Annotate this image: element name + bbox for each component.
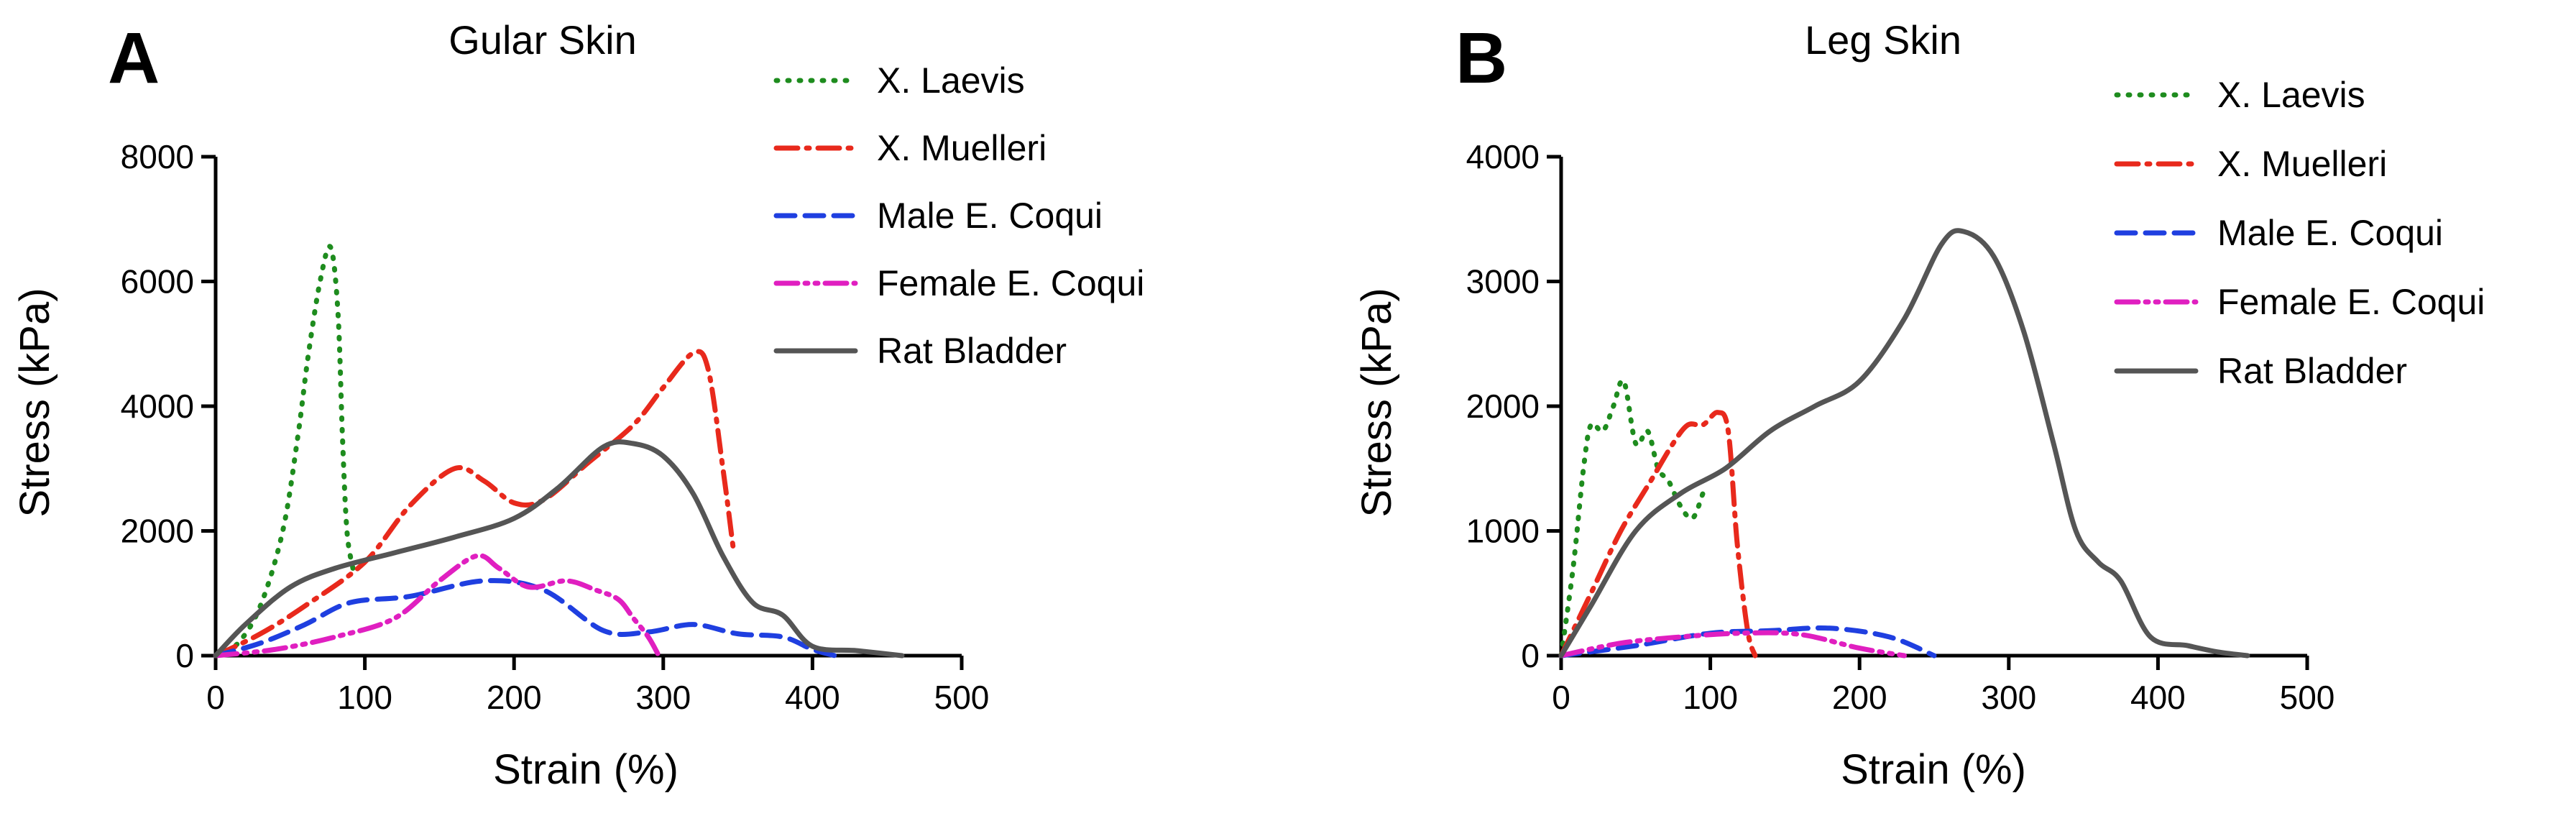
y-tick-label: 0 (175, 637, 194, 674)
panel-letter: A (108, 18, 160, 98)
legend-item: X. Muelleri (2114, 144, 2387, 184)
legend-label: X. Muelleri (877, 128, 1046, 168)
x-tick-label: 0 (1552, 679, 1570, 716)
legend-item: X. Laevis (773, 60, 1025, 101)
x-tick-label: 100 (1683, 679, 1738, 716)
series-line-female-e-coqui (213, 553, 662, 659)
x-tick-label: 500 (2280, 679, 2335, 716)
legend-label: Female E. Coqui (2217, 282, 2485, 322)
legend-item: Male E. Coqui (2114, 213, 2443, 253)
legend-item: Rat Bladder (773, 331, 1067, 371)
legend-item: X. Muelleri (773, 128, 1046, 168)
legend-label: Rat Bladder (2217, 351, 2407, 391)
y-tick-label: 0 (1521, 637, 1540, 674)
x-tick-label: 400 (785, 679, 840, 716)
x-tick-label: 300 (1981, 679, 2036, 716)
chart-title: Leg Skin (1805, 17, 1961, 63)
y-axis-label: Stress (kPa) (12, 288, 58, 517)
y-axis-label: Stress (kPa) (1353, 288, 1400, 517)
x-tick-label: 200 (487, 679, 542, 716)
series-line-x-laevis (213, 244, 356, 659)
axes: 0 1000 2000 3000 4000 0 100 200 300 400 500 (1466, 138, 2335, 716)
y-tick-label: 2000 (121, 513, 194, 550)
legend: X. Laevis X. Muelleri Male E. Coqui Female … (2114, 75, 2485, 391)
chart-title: Gular Skin (448, 17, 636, 63)
legend-label: Rat Bladder (877, 331, 1067, 371)
y-tick-label: 6000 (121, 263, 194, 301)
legend: X. Laevis X. Muelleri Male E. Coqui Female … (773, 60, 1144, 371)
series-group (1558, 228, 2250, 659)
legend-label: Male E. Coqui (877, 196, 1103, 236)
x-tick-label: 300 (635, 679, 691, 716)
legend-item: Rat Bladder (2114, 351, 2407, 391)
legend-item: Female E. Coqui (2114, 282, 2485, 322)
panel-b: B Leg Skin Stress (kPa) Strain (%) 01000… (1353, 17, 2485, 793)
x-tick-label: 100 (337, 679, 392, 716)
series-line-rat-bladder (1558, 228, 2250, 659)
series-line-x-laevis (1558, 377, 1706, 659)
legend-label: Male E. Coqui (2217, 213, 2443, 253)
panel-a: A Gular Skin Stress (kPa) Strain (%) 0 20… (12, 17, 1144, 793)
series-line-rat-bladder (213, 439, 905, 659)
y-tick-label: 3000 (1466, 263, 1540, 301)
legend-item: Male E. Coqui (773, 196, 1103, 236)
series-line-female-e-coqui (1558, 630, 1907, 659)
legend-label: X. Laevis (2217, 75, 2365, 115)
x-tick-label: 0 (206, 679, 225, 716)
legend-label: X. Muelleri (2217, 144, 2387, 184)
legend-label: X. Laevis (877, 60, 1025, 101)
panel-letter: B (1455, 18, 1507, 98)
legend-label: Female E. Coqui (877, 263, 1144, 303)
series-line-x-muelleri (1558, 410, 1758, 659)
x-tick-label: 400 (2130, 679, 2186, 716)
legend-item: X. Laevis (2114, 75, 2365, 115)
series-group (213, 244, 905, 659)
x-tick-label: 200 (1832, 679, 1887, 716)
y-tick-label: 2000 (1466, 387, 1540, 425)
y-tick-label: 4000 (121, 387, 194, 425)
y-tick-label: 4000 (1466, 138, 1540, 175)
legend-item: Female E. Coqui (773, 263, 1144, 303)
x-axis-label: Strain (%) (493, 746, 678, 793)
series-line-x-muelleri (213, 349, 736, 659)
x-tick-label: 500 (934, 679, 990, 716)
series-line-male-e-coqui (213, 578, 837, 659)
y-tick-label: 8000 (121, 138, 194, 175)
y-tick-label: 1000 (1466, 513, 1540, 550)
x-axis-label: Strain (%) (1841, 746, 2026, 793)
axes: 0 2000 4000 6000 8000 0 100 200 300 400 500 (121, 138, 990, 716)
